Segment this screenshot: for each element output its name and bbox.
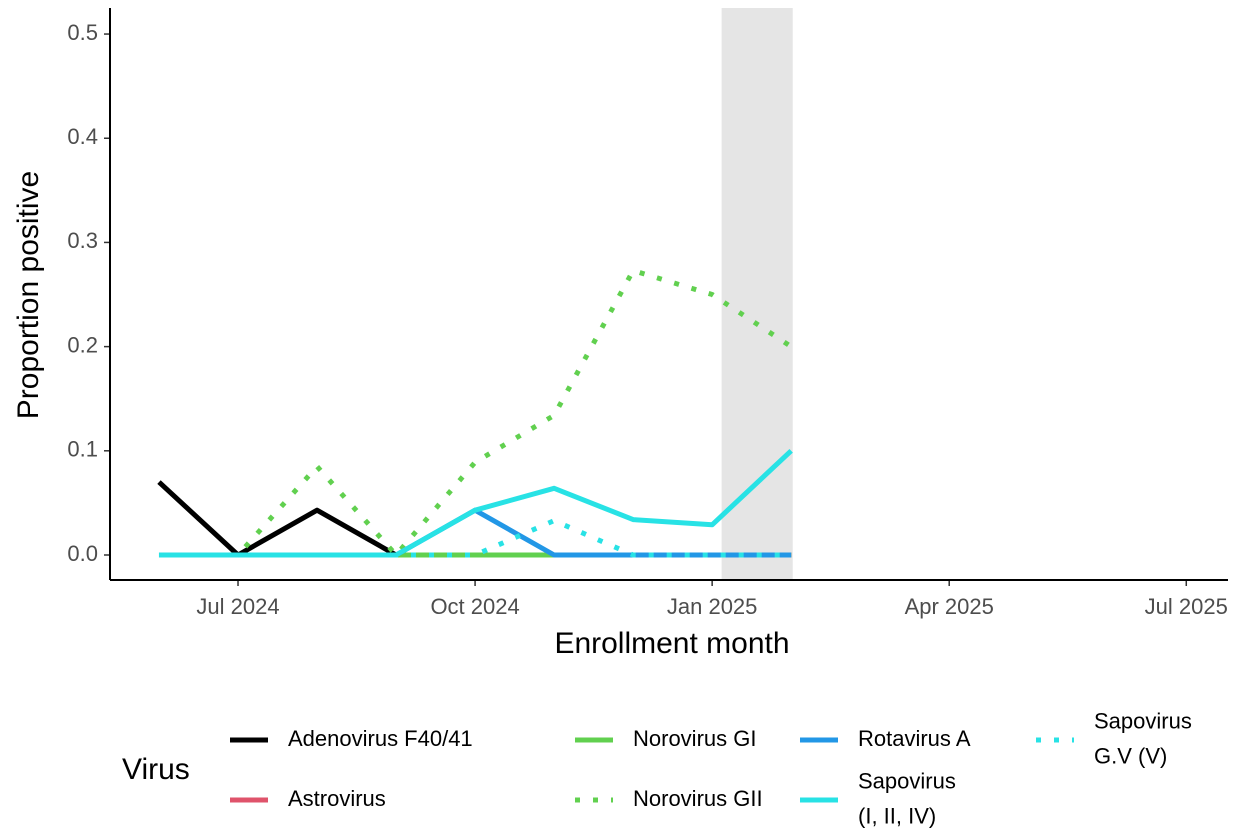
legend-label: Sapovirus (I, II, IV) [858,768,956,828]
legend-item: Norovirus GII [575,786,763,811]
y-tick-label: 0.0 [67,541,98,566]
legend-label: Norovirus GI [633,726,756,751]
x-tick-label: Jul 2024 [196,594,279,619]
x-tick-label: Oct 2024 [430,594,519,619]
x-tick-label: Apr 2025 [905,594,994,619]
y-tick-label: 0.4 [67,124,98,149]
y-tick-label: 0.5 [67,20,98,45]
y-tick-label: 0.3 [67,228,98,253]
legend-item: Rotavirus A [800,726,971,751]
series-line [158,448,793,558]
legend-item: Sapovirus (I, II, IV) [800,768,956,828]
highlight-band [721,8,793,580]
legend-label: Norovirus GII [633,786,763,811]
legend-item: Astrovirus [230,786,386,811]
legend-title: Virus [122,753,190,786]
x-tick-label: Jan 2025 [667,594,758,619]
series-line [158,518,792,558]
x-tick-label: Jul 2025 [1145,594,1228,619]
y-tick-label: 0.1 [67,437,98,462]
legend-label: Rotavirus A [858,726,971,751]
y-tick-label: 0.2 [67,332,98,357]
legend-item: Norovirus GI [575,726,756,751]
legend-item: Adenovirus F40/41 [230,726,473,751]
legend-label: Adenovirus F40/41 [288,726,473,751]
legend-label: Astrovirus [288,786,386,811]
x-axis-title: Enrollment month [554,627,789,660]
legend-item: Sapovirus G.V (V) [1036,708,1192,768]
y-axis-title: Proportion positive [12,171,45,419]
series-line [157,480,792,558]
legend-label: Sapovirus G.V (V) [1094,708,1192,768]
